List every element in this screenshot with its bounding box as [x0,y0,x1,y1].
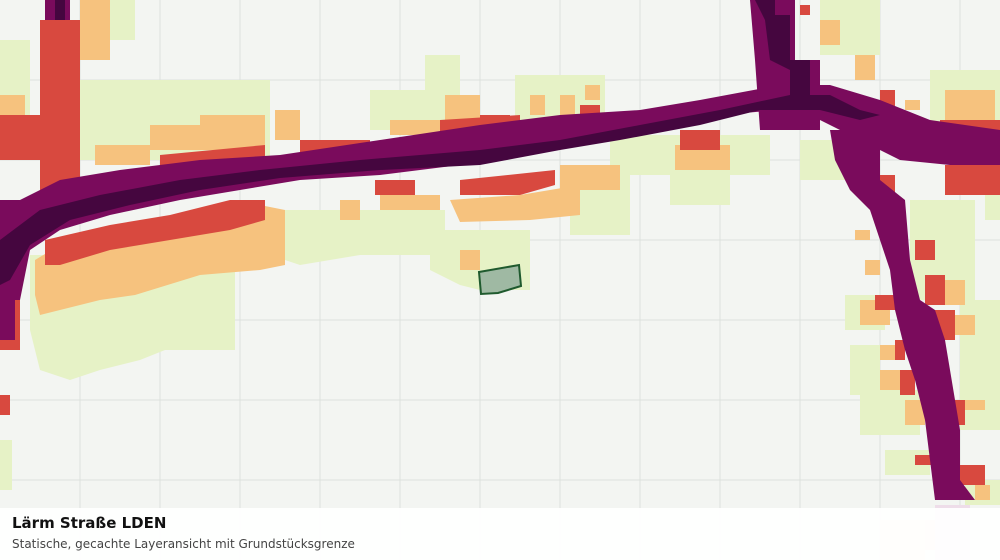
map-caption: Lärm Straße LDEN Statische, gecachte Lay… [0,508,1000,560]
noise-class-5-area [0,0,880,285]
layer-title: Lärm Straße LDEN [12,514,167,532]
property-parcel [477,263,523,296]
noise-class-2-area [0,0,995,500]
layer-subtitle: Statische, gecachte Layeransicht mit Gru… [12,537,355,551]
